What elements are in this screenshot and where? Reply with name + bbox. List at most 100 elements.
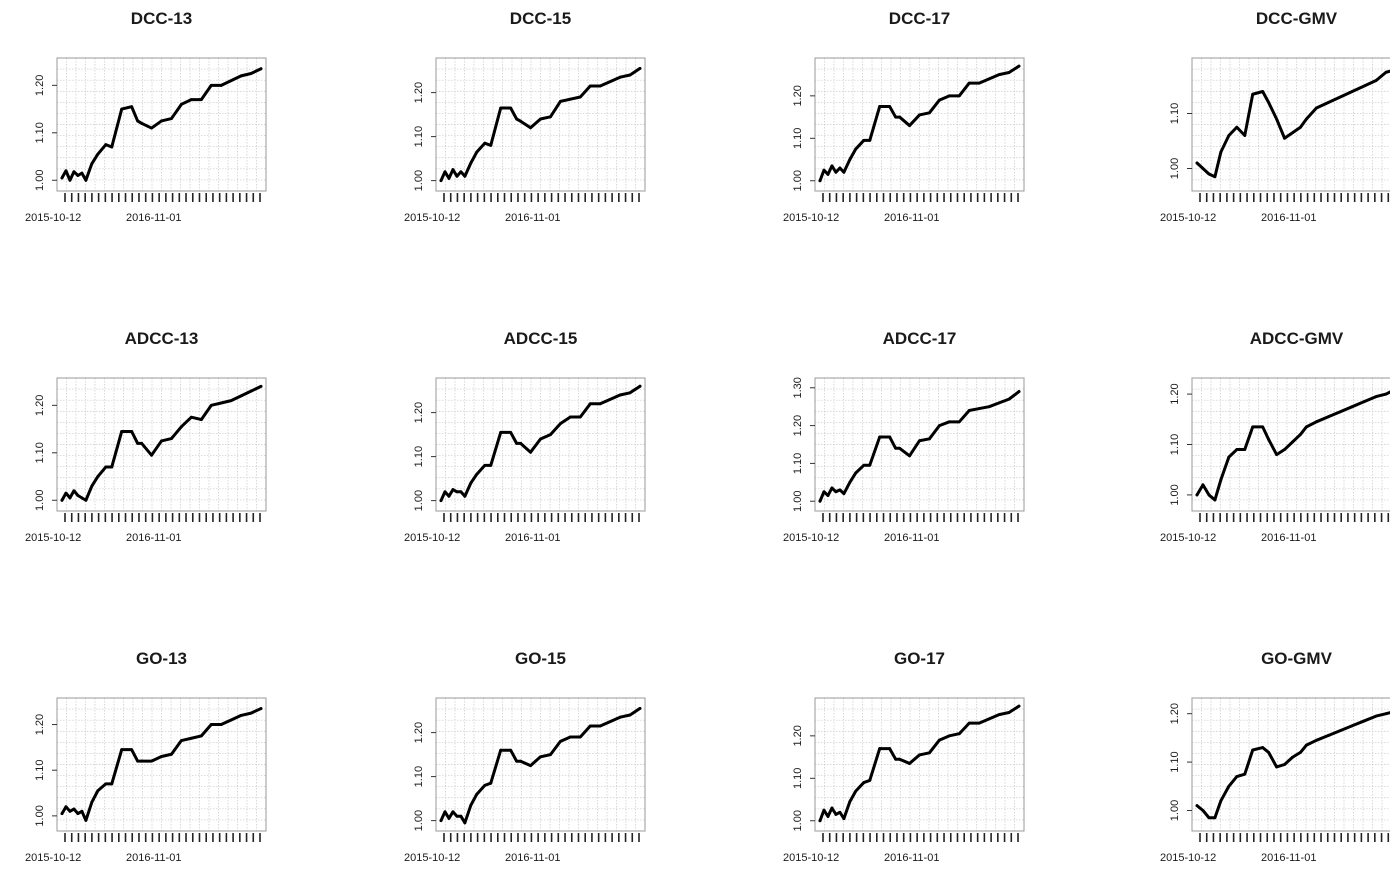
data-point bbox=[1291, 131, 1294, 135]
data-point bbox=[1305, 425, 1308, 429]
data-point bbox=[1195, 804, 1199, 808]
data-point bbox=[170, 752, 173, 756]
data-point bbox=[598, 402, 602, 406]
data-point bbox=[568, 415, 572, 419]
data-point bbox=[608, 80, 612, 83]
y-tick-label: 1.00 bbox=[1169, 484, 1181, 505]
data-point bbox=[549, 115, 552, 119]
chart-title: DCC-17 bbox=[889, 9, 950, 28]
data-point bbox=[559, 422, 562, 425]
data-point bbox=[239, 714, 243, 717]
data-point bbox=[967, 409, 971, 412]
x-tick-label: 2016-11-01 bbox=[126, 852, 181, 864]
data-point bbox=[483, 784, 487, 787]
x-tick-label: 2016-11-01 bbox=[505, 212, 560, 224]
data-point bbox=[443, 490, 447, 494]
data-point bbox=[908, 454, 911, 458]
data-point bbox=[1219, 150, 1223, 154]
data-point bbox=[588, 724, 592, 728]
data-point bbox=[997, 713, 1001, 717]
data-point bbox=[1374, 395, 1378, 399]
chart-title: GO-17 bbox=[894, 649, 945, 668]
series-line bbox=[1195, 69, 1390, 179]
data-point bbox=[1299, 125, 1302, 129]
data-point bbox=[1283, 763, 1286, 766]
y-tick-label: 1.20 bbox=[34, 714, 46, 735]
data-point bbox=[1326, 101, 1330, 104]
data-point bbox=[1243, 772, 1247, 776]
data-point bbox=[451, 168, 455, 172]
y-tick-label: 1.10 bbox=[792, 128, 804, 149]
data-point bbox=[822, 808, 826, 812]
data-point bbox=[830, 164, 834, 168]
data-point bbox=[898, 115, 901, 119]
data-point bbox=[219, 83, 223, 87]
data-point bbox=[918, 113, 921, 117]
data-point bbox=[483, 141, 487, 145]
y-tick-label: 1.00 bbox=[792, 810, 804, 831]
data-point bbox=[549, 753, 552, 756]
data-point bbox=[84, 498, 88, 502]
data-point bbox=[834, 170, 838, 174]
data-point bbox=[489, 144, 493, 147]
data-point bbox=[76, 174, 80, 177]
data-point bbox=[539, 437, 542, 441]
data-point bbox=[539, 117, 542, 121]
data-point bbox=[1362, 84, 1366, 88]
plot-frame bbox=[56, 697, 267, 832]
y-tick-label: 1.20 bbox=[413, 402, 425, 423]
data-point bbox=[608, 720, 612, 723]
data-point bbox=[1195, 161, 1199, 165]
data-point bbox=[854, 471, 858, 475]
grid bbox=[1192, 698, 1390, 831]
data-point bbox=[459, 814, 463, 818]
data-point bbox=[977, 81, 981, 85]
data-point bbox=[997, 401, 1001, 405]
data-point bbox=[1275, 117, 1278, 121]
data-point bbox=[451, 488, 455, 491]
data-point bbox=[628, 391, 632, 395]
data-point bbox=[455, 814, 459, 818]
data-point bbox=[249, 711, 253, 715]
grid bbox=[1192, 58, 1390, 191]
data-point bbox=[104, 782, 108, 786]
data-point bbox=[862, 139, 866, 142]
data-point bbox=[842, 817, 846, 821]
data-point bbox=[928, 111, 931, 115]
data-point bbox=[1305, 117, 1308, 121]
data-point bbox=[451, 810, 455, 814]
x-tick-label: 2016-11-01 bbox=[1261, 532, 1316, 544]
data-point bbox=[72, 489, 76, 493]
data-point bbox=[140, 441, 144, 445]
data-point bbox=[1326, 734, 1330, 737]
data-point bbox=[1219, 799, 1223, 803]
data-point bbox=[130, 105, 134, 109]
y-tick-label: 1.20 bbox=[413, 82, 425, 103]
chart-title: ADCC-13 bbox=[125, 329, 199, 348]
chart-title: ADCC-17 bbox=[883, 329, 957, 348]
data-point bbox=[1007, 397, 1011, 401]
data-point bbox=[1235, 448, 1239, 451]
data-point bbox=[96, 789, 100, 793]
data-point bbox=[96, 475, 100, 478]
y-tick-label: 1.20 bbox=[413, 722, 425, 743]
x-tick-label: 2015-10-12 bbox=[1160, 532, 1216, 544]
data-point bbox=[928, 437, 931, 441]
data-point bbox=[1350, 724, 1354, 728]
data-point bbox=[888, 435, 892, 439]
data-point bbox=[834, 812, 838, 816]
data-point bbox=[80, 809, 84, 813]
data-point bbox=[1251, 748, 1255, 752]
grid bbox=[436, 58, 645, 191]
data-point bbox=[469, 161, 473, 165]
data-point bbox=[1207, 172, 1211, 176]
data-point bbox=[1362, 400, 1366, 404]
data-point bbox=[1384, 70, 1388, 74]
data-point bbox=[199, 734, 203, 738]
y-tick-label: 1.00 bbox=[413, 170, 425, 191]
y-tick-label: 1.00 bbox=[34, 170, 46, 191]
data-point bbox=[90, 484, 94, 488]
data-point bbox=[822, 168, 826, 172]
data-point bbox=[209, 403, 213, 407]
